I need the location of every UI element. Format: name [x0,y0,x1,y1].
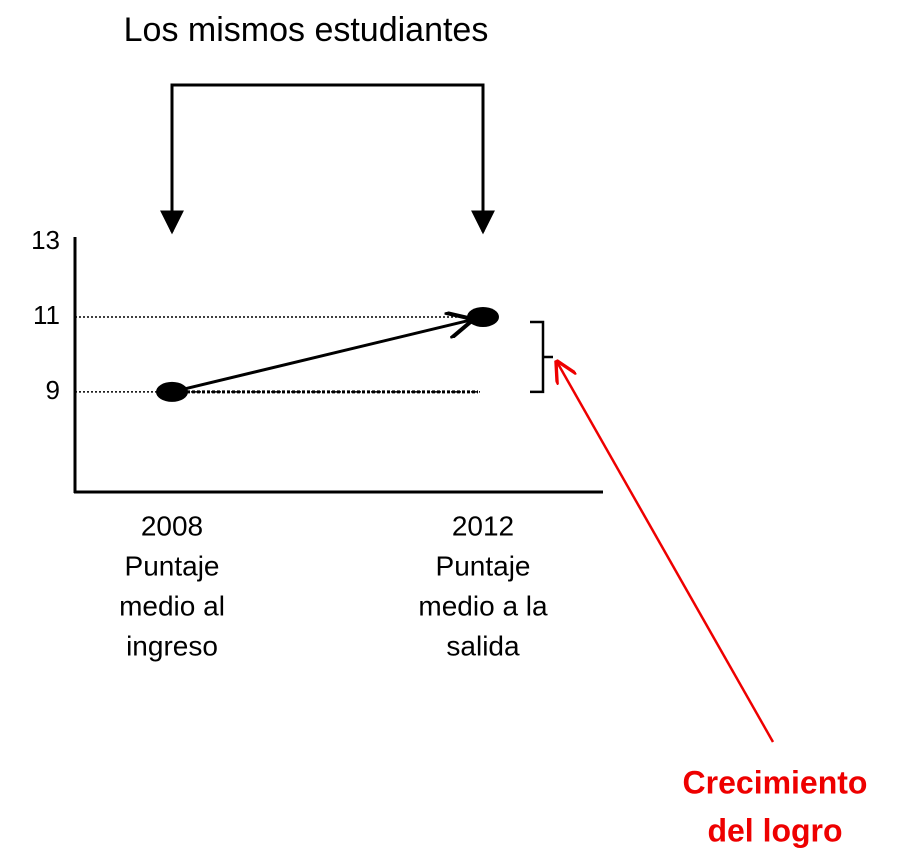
x-tick-label: medio al [119,590,225,621]
x-tick-label: Puntaje [125,550,220,581]
annotation-arrow [557,362,775,743]
y-tick-label: 13 [31,225,60,255]
same-students-bracket [160,83,495,235]
x-tick-label: 2008 [141,510,203,541]
point [467,306,499,327]
x-tick-label: Puntaje [436,550,531,581]
annotation-label: Crecimiento [683,764,868,800]
x-tick-label: medio a la [418,590,548,621]
x-tick-label: salida [446,630,520,661]
change-arrow [171,320,471,394]
y-tick-label: 11 [33,300,60,330]
chart-title: Los mismos estudiantes [124,11,489,49]
x-tick-label: ingreso [126,630,218,661]
x-tick-label: 2012 [452,510,514,541]
growth-brace [530,320,553,394]
point [156,381,188,402]
y-tick-label: 9 [46,375,60,405]
annotation-label: del logro [707,812,842,848]
